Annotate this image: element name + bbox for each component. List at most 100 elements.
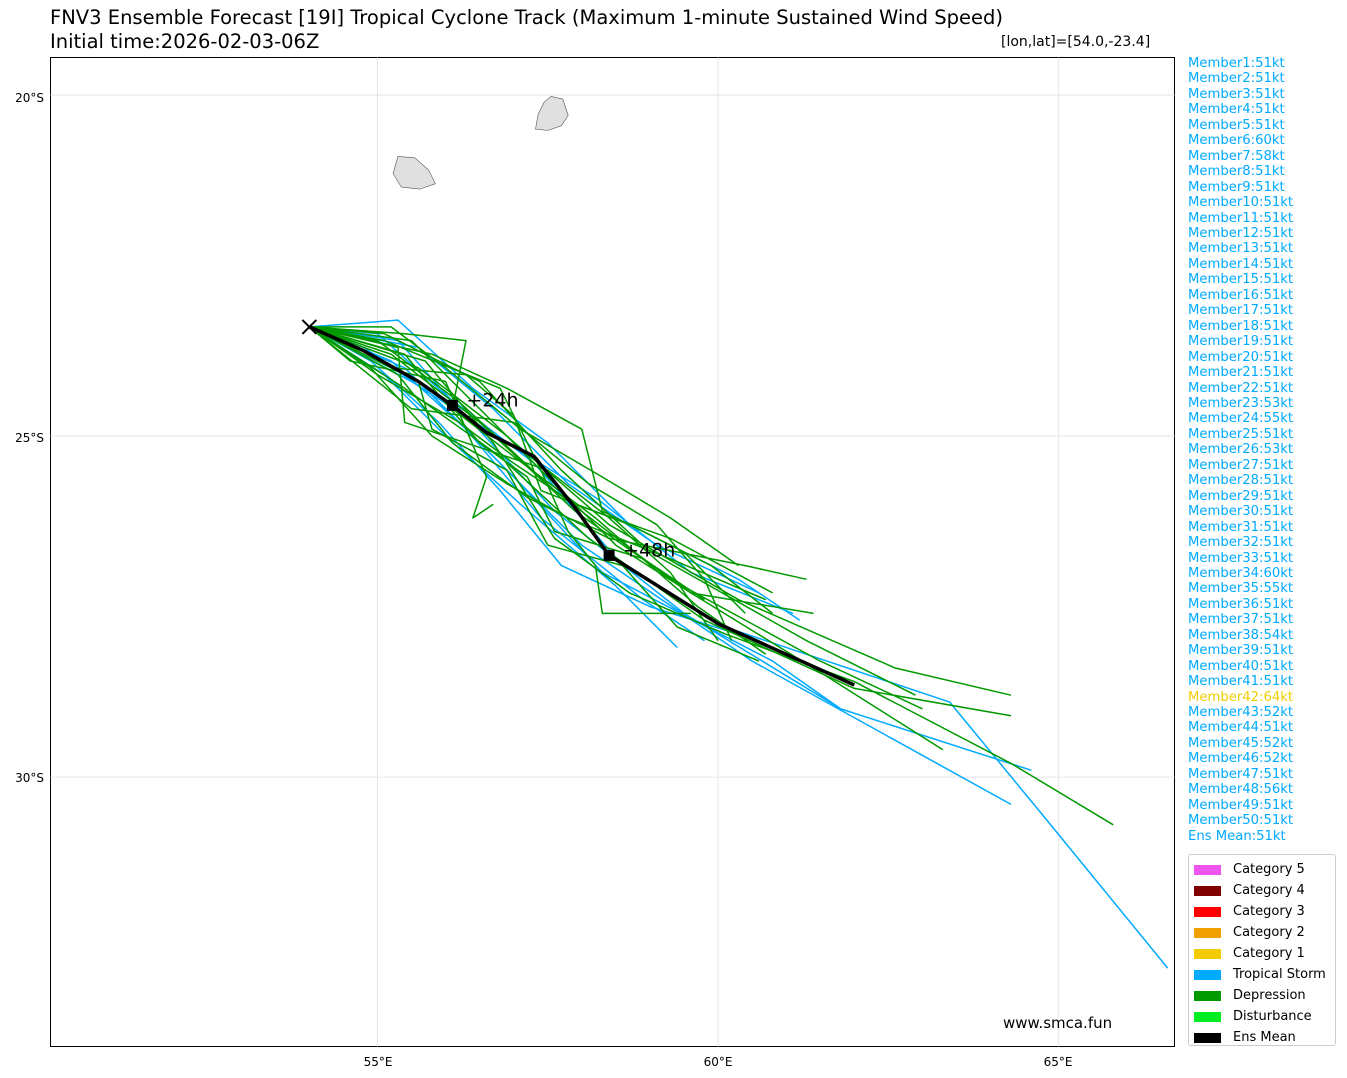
lat-label-20s: 20°S: [15, 91, 44, 105]
member-label-35: Member35:55kt: [1188, 581, 1294, 597]
member-label-34: Member34:60kt: [1188, 565, 1294, 581]
member-label-30: Member30:51kt: [1188, 504, 1294, 520]
legend: Category 5 Category 4 Category 3 Category 2…: [1188, 854, 1336, 1046]
member-track-28: [308, 326, 773, 594]
legend-label: Category 4: [1233, 883, 1305, 898]
member-track-22: [309, 326, 760, 662]
member-label-48: Member48:56kt: [1188, 782, 1294, 798]
watermark: www.smca.fun: [1003, 1014, 1113, 1032]
mean-track-line: [308, 325, 856, 687]
legend-swatch: [1194, 906, 1221, 917]
member-label-28: Member28:51kt: [1188, 473, 1294, 489]
legend-item-ens-mean: Ens Mean: [1194, 1027, 1335, 1048]
member-label-19: Member19:51kt: [1188, 334, 1294, 350]
member-label-44: Member44:51kt: [1188, 720, 1294, 736]
legend-swatch: [1194, 1032, 1221, 1043]
legend-label: Category 5: [1233, 862, 1305, 877]
member-track-18: [309, 326, 814, 615]
initial-time: Initial time:2026-02-03-06Z: [50, 30, 320, 53]
axis-labels: 20°S 25°S 30°S 55°E 60°E 65°E: [15, 91, 1072, 1069]
member-label-38: Member38:54kt: [1188, 627, 1294, 643]
legend-item-tropical-storm: Tropical Storm: [1194, 964, 1335, 985]
member-label-10: Member10:51kt: [1188, 195, 1294, 211]
member-label-11: Member11:51kt: [1188, 210, 1294, 226]
start-marker: [301, 319, 318, 335]
member-label-21: Member21:51kt: [1188, 365, 1294, 381]
member-label-50: Member50:51kt: [1188, 813, 1294, 829]
member-label-4: Member4:51kt: [1188, 102, 1285, 118]
legend-label: Disturbance: [1233, 1009, 1312, 1024]
lat-label-25s: 25°S: [15, 431, 44, 445]
member-label-22: Member22:51kt: [1188, 380, 1294, 396]
member-label-8: Member8:51kt: [1188, 164, 1285, 180]
legend-swatch: [1194, 864, 1221, 875]
legend-item-category-1: Category 1: [1194, 943, 1335, 964]
member-label-24: Member24:55kt: [1188, 411, 1294, 427]
member-track-12: [309, 326, 1012, 696]
member-label-16: Member16:51kt: [1188, 287, 1294, 303]
island-mauritius: [535, 96, 569, 131]
member-label-49: Member49:51kt: [1188, 797, 1294, 813]
lon-label-55e: 55°E: [364, 1055, 393, 1069]
member-label-7: Member7:58kt: [1188, 148, 1285, 164]
member-label-51: Ens Mean:51kt: [1188, 828, 1286, 844]
member-label-17: Member17:51kt: [1188, 303, 1294, 319]
member-track-25: [308, 326, 494, 519]
member-label-5: Member5:51kt: [1188, 117, 1285, 133]
legend-item-category-4: Category 4: [1194, 880, 1335, 901]
lon-label-65e: 65°E: [1044, 1055, 1073, 1069]
legend-swatch: [1194, 927, 1221, 938]
member-label-39: Member39:51kt: [1188, 643, 1294, 659]
member-track-5: [309, 326, 705, 642]
member-label-40: Member40:51kt: [1188, 658, 1294, 674]
member-track-9: [309, 326, 760, 642]
member-label-12: Member12:51kt: [1188, 225, 1294, 241]
member-label-1: Member1:51kt: [1188, 56, 1285, 71]
member-track-29: [309, 326, 705, 601]
member-label-2: Member2:51kt: [1188, 71, 1285, 87]
member-label-36: Member36:51kt: [1188, 596, 1294, 612]
member-track-19: [308, 326, 767, 601]
legend-label: Ens Mean: [1233, 1030, 1296, 1045]
member-label-32: Member32:51kt: [1188, 535, 1294, 551]
legend-swatch: [1194, 969, 1221, 980]
member-label-3: Member3:51kt: [1188, 86, 1285, 102]
member-label-42: Member42:64kt: [1188, 689, 1294, 705]
member-label-46: Member46:52kt: [1188, 751, 1294, 767]
time-marker-2: [603, 549, 615, 561]
member-intensity-list: Member1:51kt Member2:51kt Member3:51kt Memb…: [1188, 56, 1293, 844]
legend-label: Tropical Storm: [1233, 967, 1326, 982]
islands: [392, 96, 569, 190]
member-track-26: [308, 326, 733, 642]
member-label-20: Member20:51kt: [1188, 349, 1294, 365]
legend-label: Category 3: [1233, 904, 1305, 919]
member-track-10: [309, 319, 801, 621]
member-track-14: [308, 326, 1012, 717]
member-label-47: Member47:51kt: [1188, 766, 1294, 782]
member-label-41: Member41:51kt: [1188, 674, 1294, 690]
gridlines: [50, 57, 1175, 1047]
legend-swatch: [1194, 948, 1221, 959]
time-marker-1: [446, 399, 458, 411]
legend-swatch: [1194, 885, 1221, 896]
legend-label: Category 2: [1233, 925, 1305, 940]
member-track-1: [309, 326, 1012, 806]
legend-swatch: [1194, 1011, 1221, 1022]
member-track-21: [309, 326, 767, 655]
member-track-8: [309, 326, 760, 594]
legend-item-depression: Depression: [1194, 985, 1335, 1006]
member-label-29: Member29:51kt: [1188, 488, 1294, 504]
member-label-6: Member6:60kt: [1188, 133, 1285, 149]
member-label-14: Member14:51kt: [1188, 256, 1294, 272]
member-label-43: Member43:52kt: [1188, 705, 1294, 721]
ensemble-mean-track: +24h +48h: [301, 319, 856, 687]
chart-title: FNV3 Ensemble Forecast [19I] Tropical Cy…: [50, 6, 1003, 29]
member-label-13: Member13:51kt: [1188, 241, 1294, 257]
member-label-26: Member26:53kt: [1188, 442, 1294, 458]
legend-label: Category 1: [1233, 946, 1305, 961]
member-label-37: Member37:51kt: [1188, 612, 1294, 628]
member-label-25: Member25:51kt: [1188, 426, 1294, 442]
time-label-1: +24h: [466, 389, 518, 411]
member-track-23: [309, 326, 719, 642]
